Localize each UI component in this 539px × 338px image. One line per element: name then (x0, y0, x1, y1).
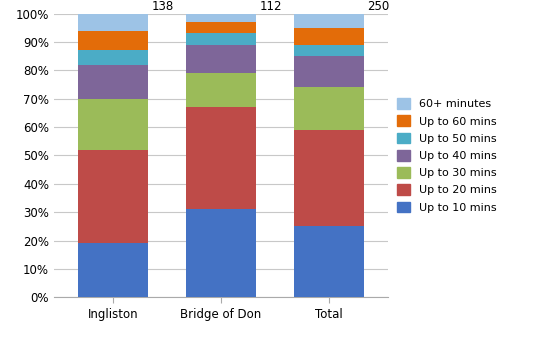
Bar (186, 210, 256, 297)
Bar (78, 50, 148, 65)
Bar (294, 56, 364, 87)
Bar (78, 14, 148, 30)
Bar (294, 45, 364, 56)
Text: 112: 112 (259, 0, 282, 13)
Bar (78, 243, 148, 297)
Bar (186, 73, 256, 107)
Bar (294, 130, 364, 226)
Bar (186, 14, 256, 22)
Bar (294, 226, 364, 297)
Legend: 60+ minutes, Up to 60 mins, Up to 50 mins, Up to 40 mins, Up to 30 mins, Up to 2: 60+ minutes, Up to 60 mins, Up to 50 min… (397, 98, 497, 213)
Bar (294, 14, 364, 28)
Bar (186, 33, 256, 45)
Bar (186, 45, 256, 73)
Bar (78, 65, 148, 99)
Bar (78, 150, 148, 243)
Bar (78, 30, 148, 50)
Bar (186, 22, 256, 33)
Bar (294, 28, 364, 45)
Text: 138: 138 (151, 0, 174, 13)
Text: 250: 250 (367, 0, 389, 13)
Bar (186, 107, 256, 210)
Bar (78, 99, 148, 150)
Bar (294, 87, 364, 130)
